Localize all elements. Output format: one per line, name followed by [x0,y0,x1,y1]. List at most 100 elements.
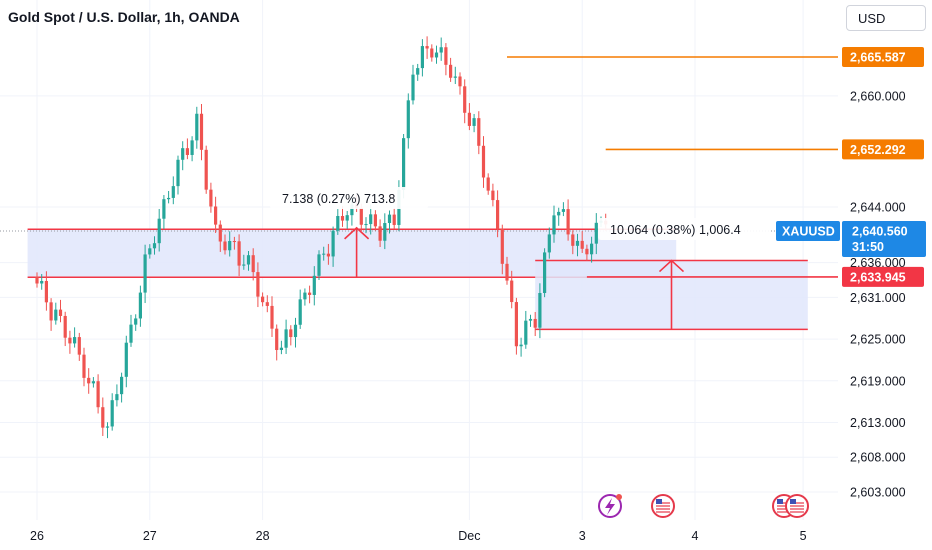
line-price-tag: 2,633.945 [850,270,906,284]
time-tick-label: 27 [143,529,157,543]
candle-body [364,224,368,226]
candle-body [124,342,128,377]
price-tick-label: 2,631.000 [850,291,906,305]
time-tick-label: 28 [256,529,270,543]
candle-body [68,337,72,344]
candle-body [383,223,387,241]
price-tick-label: 2,625.000 [850,333,906,347]
candle-body [336,216,340,231]
candle-body [284,329,288,348]
candle-body [463,86,467,113]
time-tick-label: 5 [800,529,807,543]
candle-body [510,280,514,303]
candle-body [317,254,321,276]
lightning-icon-bolt [605,498,615,515]
candle-body [496,200,500,229]
candle-body [387,214,392,224]
candle-body [162,199,166,219]
candle-body [373,214,377,227]
chart-title: Gold Spot / U.S. Dollar, 1h, OANDA [8,9,240,25]
candle-body [331,230,335,257]
us-flag-icon-canton [777,499,783,504]
candle-body [420,46,424,69]
candle-body [44,280,48,303]
line-price-tag: 2,652.292 [850,143,906,157]
candle-body [138,292,142,319]
candle-body [491,190,495,201]
candle-body [378,226,382,241]
last-price-tag: 2,640.560 [852,224,908,238]
candle-body [524,320,528,345]
price-tick-label: 2,619.000 [850,374,906,388]
candle-body [552,215,556,235]
candle-body [289,329,293,338]
candle-body [181,148,185,160]
candle-body [176,159,180,187]
candle-body [54,309,58,321]
time-tick-label: 4 [692,529,699,543]
candle-body [411,74,415,101]
candle-body [275,328,279,351]
candle-body [82,354,86,378]
price-tick-label: 2,644.000 [850,201,906,215]
candle-body [35,276,39,284]
time-tick-label: 3 [579,529,586,543]
candle-body [251,255,255,273]
candle-body [218,224,222,242]
candle-body [110,400,114,427]
candle-body [538,293,542,328]
us-flag-icon-canton [656,499,662,504]
line-price-tag-bg [842,266,924,287]
candle-body [293,324,298,338]
candle-body [580,240,584,249]
candle-body [242,264,246,266]
candle-body [171,186,175,198]
candle-body [557,211,561,216]
candle-body [40,280,44,284]
candle-body [256,272,260,297]
price-tick-label: 2,613.000 [850,416,906,430]
measure-label-bg [270,187,428,209]
symbol-tag: XAUUSD [782,224,835,238]
candle-body [425,46,429,49]
candle-body [439,47,443,53]
candle-body [312,275,316,295]
us-flag-icon-canton [790,499,796,504]
candle-body [120,376,124,395]
candle-body [350,204,354,216]
candle-body [308,292,312,295]
candle-body [157,218,161,244]
candle-body [270,305,274,329]
candle-body [298,299,302,325]
notification-dot [616,494,622,500]
candle-body [486,177,490,191]
candle-body [152,243,157,249]
candle-body [561,209,565,212]
candle-body [326,253,330,257]
candle-body [472,118,476,126]
candle-body [528,318,533,321]
candle-body [279,347,283,351]
candle-body [237,241,241,266]
candle-body [449,64,453,78]
symbol-tag-bg [776,220,840,241]
currency-button[interactable]: USD [846,5,926,31]
candle-body [214,206,218,225]
price-tick-label: 2,636.000 [850,256,906,270]
candle-body [434,52,439,58]
candle-body [402,138,406,190]
candle-body [143,254,147,293]
candle-body [91,381,95,384]
candle-body [246,255,251,265]
price-tick-label: 2,660.000 [850,89,906,103]
candle-body [467,112,471,126]
candle-body [49,302,53,321]
candle-body [77,337,81,355]
line-price-tag: 2,665.587 [850,51,906,65]
candle-body [444,47,448,65]
measure-arrowhead [344,226,370,240]
candle-body [223,241,227,251]
candle-body [232,241,236,243]
candle-body [199,113,204,150]
